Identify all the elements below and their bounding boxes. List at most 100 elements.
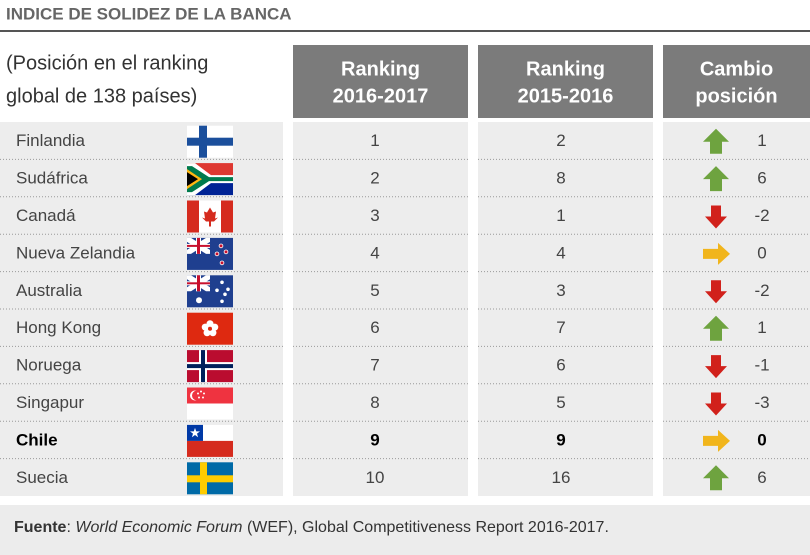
column-bg [663,122,810,496]
country-name: Noruega [16,356,82,375]
header-box [663,45,810,118]
title: INDICE DE SOLIDEZ DE LA BANCA [6,4,292,23]
change-arrow [705,355,727,379]
column-header: Cambio [700,58,773,80]
flag-part [226,287,230,292]
change-arrow [703,315,729,341]
flag-part [223,292,227,297]
flag [187,237,233,270]
flag-part [209,329,217,337]
flag [187,125,233,158]
change-arrow [703,128,729,154]
flag [187,350,233,383]
ranking-2017: 3 [370,206,379,225]
ranking-2017: 10 [366,468,385,487]
flag-part [198,396,200,399]
country-name: Chile [16,430,58,449]
change-value: -1 [754,356,769,375]
flag-part [187,172,198,187]
ranking-2016: 2 [556,131,565,150]
flag-part [187,166,233,193]
change-arrow [703,166,729,192]
ranking-2016: 4 [556,243,565,262]
footer: Fuente: World Economic Forum (WEF), Glob… [14,519,609,536]
flag-part [187,137,233,146]
flag [187,387,233,420]
change-arrow [703,429,730,452]
flag-part [187,403,233,420]
flag-part [202,396,204,399]
footer-label: Fuente [14,519,67,536]
flag-part [220,280,224,285]
change-value: 0 [757,243,766,262]
flag-part [220,299,224,304]
change-value: -2 [754,281,769,300]
subtitle: global de 138 países) [6,85,197,107]
ranking-2017: 5 [370,281,379,300]
change-arrow [703,242,730,265]
ranking-2016: 1 [556,206,565,225]
column-header: 2016-2017 [333,85,429,107]
ranking-2017: 4 [370,243,379,262]
column-header: Ranking [526,58,605,80]
footer-source: World Economic Forum [75,519,242,536]
flag-part [203,329,211,337]
ranking-2017: 6 [370,318,379,337]
ranking-2017: 9 [370,430,379,449]
country-name: Australia [16,281,83,300]
country-name: Suecia [16,468,69,487]
country-name: Singapur [16,393,84,412]
flag-part [187,244,210,247]
change-value: -2 [754,206,769,225]
flag-part [220,261,224,265]
flag [187,163,233,196]
change-arrow [705,205,727,229]
footer-rest: (WEF), Global Competitiveness Report 201… [243,519,609,536]
country-name: Hong Kong [16,318,101,337]
footer-band [0,505,810,555]
column-header: 2015-2016 [518,85,614,107]
change-value: -3 [754,393,769,412]
flag-part [187,440,233,457]
ranking-2017: 8 [370,393,379,412]
flag [187,312,233,345]
header-box [293,45,468,118]
flag-part [200,390,202,393]
header-box [478,45,653,118]
change-value: 0 [757,430,766,449]
country-name: Finlandia [16,131,86,150]
change-value: 6 [757,169,766,188]
ranking-2016: 6 [556,356,565,375]
ranking-2017: 7 [370,356,379,375]
flag-part [224,250,228,254]
flag-part [215,252,219,256]
flag-part [208,326,212,331]
flag-part [187,475,233,483]
country-name: Canadá [16,206,76,225]
change-arrow [705,280,727,304]
flag [187,200,233,233]
flag-part [203,392,205,395]
flag-part [211,323,219,331]
ranking-2016: 16 [552,468,571,487]
country-name: Sudáfrica [16,169,88,188]
ranking-2017: 2 [370,169,379,188]
ranking-2016: 5 [556,393,565,412]
flag-part [187,282,210,285]
footer-separator: : [66,519,75,536]
change-arrow [703,465,729,491]
change-value: 6 [757,468,766,487]
flag-part [190,427,200,438]
column-header: Ranking [341,58,420,80]
flag-part [221,200,233,233]
flag [187,462,233,495]
flag-part [196,297,202,304]
flag-part [187,200,199,233]
ranking-2016: 3 [556,281,565,300]
flag-part [202,207,218,227]
change-value: 1 [757,318,766,337]
flag-part [219,244,223,248]
flag-part [201,323,209,331]
ranking-2017: 1 [370,131,379,150]
